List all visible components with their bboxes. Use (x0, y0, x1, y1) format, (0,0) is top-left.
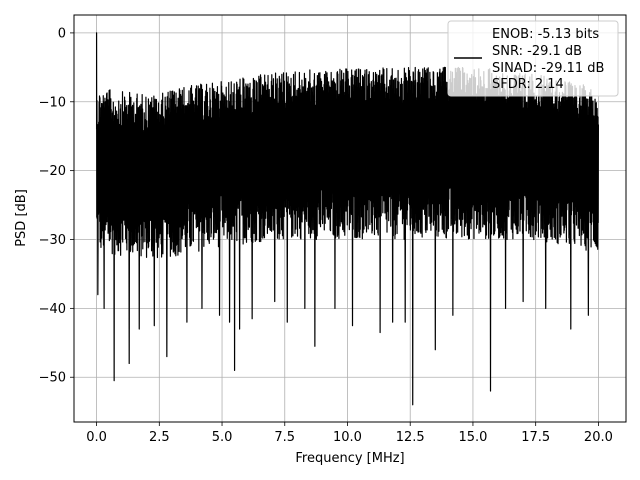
y-axis-title: PSD [dB] (14, 189, 29, 247)
y-tick-label: 0 (58, 26, 66, 41)
x-axis-title: Frequency [MHz] (295, 451, 404, 466)
y-tick-label: −30 (39, 233, 66, 248)
x-tick-label: 15.0 (458, 430, 487, 445)
psd-series-line (95, 32, 599, 406)
y-tick-label: −20 (39, 164, 66, 179)
x-tick-label: 17.5 (521, 430, 550, 445)
x-tick-label: 7.5 (274, 430, 295, 445)
legend-snr: SNR: -29.1 dB (492, 44, 582, 59)
x-tick-label: 20.0 (584, 430, 613, 445)
legend-enob: ENOB: -5.13 bits (492, 27, 599, 42)
legend-sfdr: SFDR: 2.14 (492, 77, 564, 92)
x-tick-label: 0.0 (86, 430, 107, 445)
x-tick-label: 5.0 (212, 430, 233, 445)
x-tick-label: 12.5 (396, 430, 425, 445)
series-layer (95, 32, 599, 406)
legend: ENOB: -5.13 bits SNR: -29.1 dB SINAD: -2… (447, 20, 619, 97)
tick-layer: 0.0 2.5 5.0 7.5 10.0 12.5 15.0 17.5 20.0 0 −10 −20 −… (39, 26, 613, 445)
legend-box (447, 20, 619, 97)
y-tick-label: −10 (39, 95, 66, 110)
y-tick-label: −50 (39, 371, 66, 386)
y-tick-label: −40 (39, 302, 66, 317)
x-tick-label: 10.0 (333, 430, 362, 445)
legend-sinad: SINAD: -29.11 dB (492, 61, 604, 76)
plot-frame (73, 14, 627, 423)
x-tick-label: 2.5 (149, 430, 170, 445)
